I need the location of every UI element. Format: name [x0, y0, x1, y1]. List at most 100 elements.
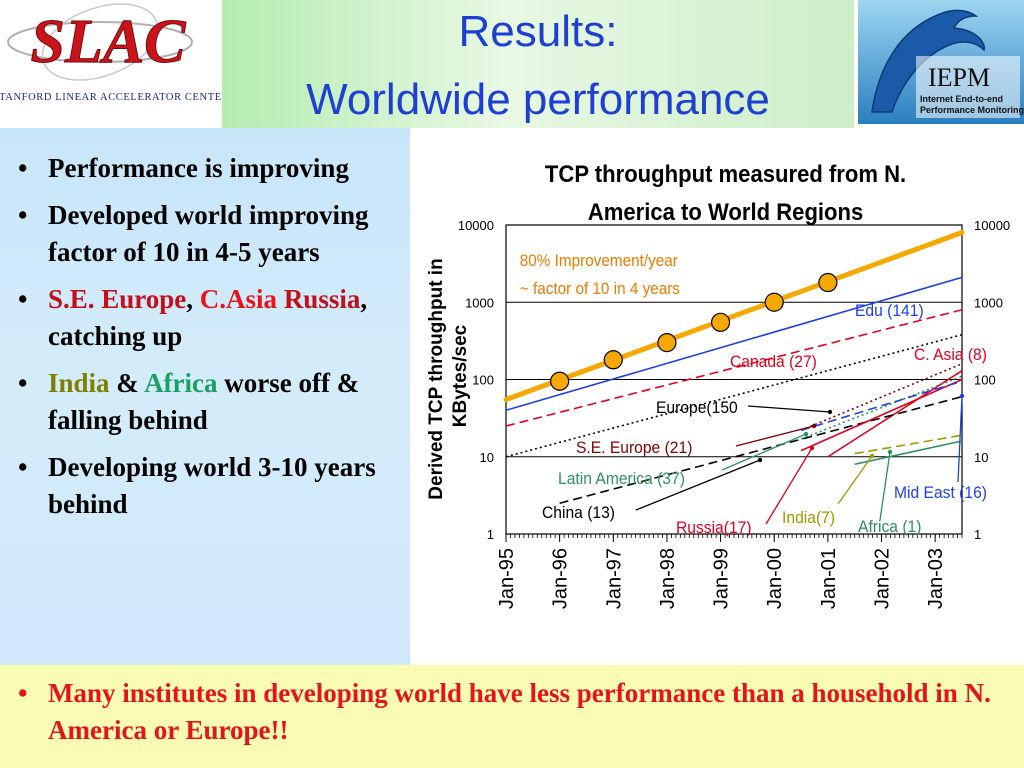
- slac-logo-subtitle: STANFORD LINEAR ACCELERATOR CENTER: [0, 92, 222, 103]
- series-line-5: [800, 375, 963, 440]
- series-line-8: [854, 434, 963, 455]
- series-line-0: [505, 276, 963, 412]
- x-tick-label: Jan-95: [496, 548, 518, 609]
- iepm-logo: IEPM Internet End-to-end Performance Mon…: [858, 0, 1024, 124]
- series-line-3: [505, 333, 963, 458]
- label-pointer: [837, 455, 873, 505]
- iepm-logo-sub2: Performance Monitoring: [920, 105, 1024, 115]
- series-line-2: [827, 370, 963, 458]
- label-pointer: [721, 433, 807, 471]
- bottom-note: Many institutes in developing world have…: [12, 675, 1012, 749]
- highlight-point: [603, 350, 623, 370]
- x-tick-label: Jan-99: [711, 548, 733, 609]
- series-label: Africa (1): [858, 517, 921, 536]
- bullet-text: Russia: [283, 284, 361, 314]
- bullet-item: Performance is improving: [12, 150, 432, 187]
- series-label: Russia(17): [676, 518, 752, 537]
- bullet-text: C.Asia: [199, 284, 278, 314]
- bullet-text: Developing world 3-10 years behind: [48, 452, 376, 519]
- bullet-text: worse off & falling behind: [48, 368, 360, 435]
- throughput-chart: TCP throughput measured from N. America t…: [410, 136, 1024, 662]
- x-tick-label: Jan-00: [764, 548, 786, 609]
- highlight-point: [818, 272, 838, 293]
- x-tick-label: Jan-96: [550, 548, 572, 609]
- highlight-point: [657, 333, 677, 353]
- label-pointer-head: [803, 431, 809, 437]
- series-line-10: [800, 380, 963, 432]
- x-tick-label: Jan-98: [657, 548, 679, 609]
- x-tick-label: Jan-97: [603, 548, 625, 609]
- annotation-line2: ~ factor of 10 in 4 years: [520, 279, 680, 298]
- bullet-item: Developed world improving factor of 10 i…: [12, 197, 432, 271]
- y-tick-label-left: 100: [472, 373, 494, 388]
- label-pointer: [957, 395, 963, 483]
- bullet-text: Africa: [144, 368, 218, 398]
- series-label: Edu (141): [855, 301, 924, 320]
- y-tick-label-right: 10000: [974, 218, 1010, 233]
- bullet-text: India: [48, 368, 110, 398]
- slac-logo-text: SLAC: [30, 8, 186, 76]
- x-tick-label: Jan-03: [925, 548, 947, 609]
- highlight-point: [550, 371, 570, 391]
- bullet-item: India & Africa worse off & falling behin…: [12, 365, 432, 439]
- label-pointer-head: [869, 453, 875, 459]
- label-pointer-head: [959, 393, 965, 399]
- label-pointer: [635, 459, 761, 511]
- iepm-logo-text: IEPM: [928, 63, 990, 92]
- series-line-1: [505, 308, 963, 427]
- series-label: Mid East (16): [894, 483, 987, 502]
- label-pointer: [879, 451, 891, 521]
- bullet-text: &: [109, 368, 145, 398]
- series-label: Europe(150: [656, 398, 738, 417]
- y-tick-label-right: 10: [974, 450, 988, 465]
- label-pointer-head: [809, 445, 815, 451]
- y-tick-label-right: 1: [974, 527, 981, 542]
- series-label: S.E. Europe (21): [576, 438, 692, 457]
- series-line-9: [854, 440, 963, 466]
- y-tick-label-right: 100: [974, 373, 996, 388]
- y-tick-label-right: 1000: [974, 295, 1003, 310]
- bullet-text: [277, 284, 284, 314]
- series-line-4: [800, 362, 963, 432]
- bullet-text: S.E. Europe: [48, 284, 187, 314]
- series-label: China (13): [542, 503, 615, 522]
- series-line-7: [800, 378, 963, 452]
- highlight-point: [764, 292, 784, 312]
- label-pointer-head: [757, 457, 763, 463]
- label-pointer: [735, 425, 815, 447]
- bullet-item: S.E. Europe, C.Asia Russia, catching up: [12, 281, 432, 355]
- label-pointer-head: [811, 423, 817, 429]
- annotation-line1: 80% Improvement/year: [520, 251, 679, 270]
- series-label: India(7): [782, 508, 835, 527]
- bullet-text: Performance is improving: [48, 153, 349, 183]
- label-pointer-head: [827, 409, 833, 415]
- slac-logo: SLAC STANFORD LINEAR ACCELERATOR CENTER: [0, 3, 222, 103]
- page-title-line1: Results:: [458, 7, 618, 56]
- y-tick-label-left: 1: [487, 527, 494, 542]
- series-label: Canada (27): [730, 352, 817, 371]
- bullet-list: Performance is improving Developed world …: [12, 150, 432, 533]
- chart-title-line1: TCP throughput measured from N.: [545, 160, 906, 187]
- y-tick-label-left: 1000: [465, 295, 494, 310]
- title-background: [222, 0, 854, 128]
- y-tick-label-left: 10: [480, 450, 494, 465]
- label-pointer: [765, 447, 813, 525]
- bullet-text: ,: [186, 284, 200, 314]
- y-axis-label-line2: KBytes/sec: [450, 324, 471, 427]
- page-title-line2: Worldwide performance: [306, 75, 770, 124]
- bullet-item: Developing world 3-10 years behind: [12, 449, 432, 523]
- dolphin-icon: [871, 9, 986, 113]
- highlight-point: [710, 312, 731, 332]
- chart-title-line2: America to World Regions: [588, 198, 863, 225]
- bullet-text: Developed world improving factor of 10 i…: [48, 200, 369, 267]
- label-pointer: [747, 405, 831, 413]
- trend-line: [503, 229, 965, 403]
- series-label: C. Asia (8): [914, 345, 987, 364]
- y-tick-label-left: 10000: [458, 218, 494, 233]
- iepm-logo-sub1: Internet End-to-end: [920, 94, 1003, 104]
- x-tick-label: Jan-01: [818, 548, 840, 609]
- x-tick-label: Jan-02: [872, 548, 894, 609]
- label-pointer-head: [887, 449, 893, 455]
- y-axis-label-line1: Derived TCP throughput in: [426, 258, 447, 499]
- series-label: Latin America (37): [558, 469, 685, 488]
